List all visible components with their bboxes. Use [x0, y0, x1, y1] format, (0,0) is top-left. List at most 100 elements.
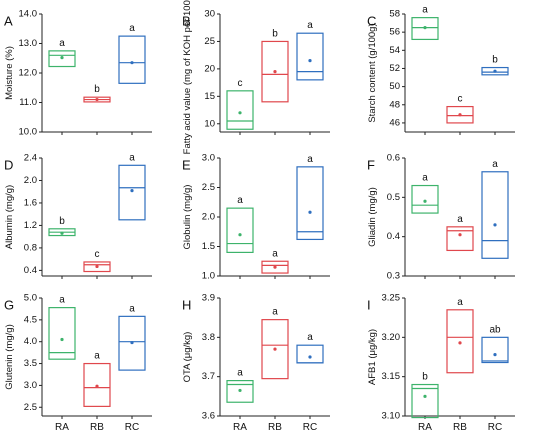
significance-letter: a: [272, 248, 278, 259]
mean-point: [423, 199, 427, 203]
mean-point: [60, 337, 64, 342]
y-tick-label: 3.9: [202, 293, 215, 304]
y-tick-label: 10.0: [19, 127, 38, 138]
y-tick-label: 30: [204, 9, 215, 20]
y-tick-label: 54: [389, 45, 400, 56]
y-tick-label: 2.5: [24, 402, 37, 413]
box-rb: [261, 40, 289, 103]
x-category-label: RC: [488, 422, 502, 433]
box-rc: [296, 32, 324, 81]
significance-letter: a: [307, 332, 313, 343]
box-rb: [83, 261, 111, 273]
panel-letter: F: [367, 158, 375, 173]
x-category-label: RA: [55, 422, 69, 433]
panel-a: A 10.0 11.0 12.0 13.0 14.0 Moisture (%) a b a: [4, 9, 152, 138]
box-rc: [481, 171, 509, 259]
panel-letter: B: [182, 14, 191, 29]
panel-letter: C: [367, 14, 376, 29]
y-tick-label: 3.0: [24, 380, 37, 391]
significance-letter: b: [59, 216, 65, 227]
y-tick-label: 0.4: [24, 265, 37, 276]
mean-point: [423, 394, 427, 398]
significance-letter: a: [307, 20, 313, 31]
significance-letter: c: [95, 249, 100, 260]
box-ra: [226, 207, 254, 253]
panel-c: C 46 48 50 52 54 56 58 Starch content (g/100g) a c…: [367, 5, 515, 135]
mean-point: [458, 233, 462, 237]
y-tick-label: 3.15: [382, 371, 401, 382]
y-tick-label: 0.4: [387, 231, 400, 242]
box-rb: [446, 309, 474, 374]
y-tick-label: 2.4: [24, 153, 37, 164]
significance-letter: a: [422, 173, 428, 184]
y-axis-label: Albumin (mg/g): [4, 185, 15, 249]
box-ra: [48, 50, 76, 68]
mean-point: [273, 70, 277, 74]
significance-letter: a: [457, 214, 463, 225]
box-rc: [118, 315, 146, 371]
x-category-label: RB: [453, 422, 467, 433]
mean-point: [458, 113, 462, 117]
y-tick-label: 46: [389, 117, 400, 128]
mean-point: [130, 340, 134, 345]
y-tick-label: 1.0: [202, 271, 215, 282]
y-tick-label: 0.6: [387, 153, 400, 164]
panel-b: B 10 15 20 25 30 Fatty acid value (mg of KOH p…: [182, 0, 330, 154]
box-rb: [261, 319, 289, 380]
box-rc: [481, 336, 509, 364]
panel-letter: I: [367, 298, 371, 313]
box-rc: [296, 166, 324, 241]
significance-letter: a: [272, 307, 278, 318]
mean-point: [458, 341, 462, 345]
y-tick-label: 1.2: [24, 220, 37, 231]
y-tick-label: 50: [389, 81, 400, 92]
y-tick-label: 3.5: [24, 358, 37, 369]
significance-letter: ab: [489, 324, 501, 335]
panel-letter: E: [182, 158, 191, 173]
panel-letter: G: [4, 298, 14, 313]
panel-f: F 0.3 0.4 0.5 0.6 Gliadin (mg/g) a a a: [367, 153, 515, 282]
y-tick-label: 58: [389, 9, 400, 20]
box-rc: [296, 344, 324, 364]
significance-letter: a: [237, 195, 243, 206]
y-tick-label: 3.25: [382, 293, 401, 304]
box-ra: [226, 90, 254, 130]
y-axis-label: Gliadin (mg/g): [367, 187, 378, 247]
y-tick-label: 3.10: [382, 411, 401, 422]
y-tick-label: 13.0: [19, 38, 38, 49]
significance-letter: a: [129, 303, 135, 314]
mean-point: [238, 388, 242, 393]
x-category-label: RC: [125, 422, 139, 433]
mean-point: [273, 265, 277, 269]
y-tick-label: 2.0: [24, 175, 37, 186]
y-tick-label: 10: [204, 118, 215, 129]
significance-letter: a: [457, 297, 463, 308]
panel-letter: A: [4, 14, 13, 29]
significance-letter: b: [492, 55, 498, 66]
y-tick-label: 11.0: [19, 97, 37, 108]
y-tick-label: 56: [389, 27, 400, 38]
mean-point: [308, 59, 312, 63]
box-ra: [411, 184, 439, 214]
mean-point: [493, 223, 497, 227]
mean-point: [238, 233, 242, 237]
panel-e: E 1.0 1.5 2.0 2.5 3.0 Globulin (mg/g) a a a: [182, 153, 330, 282]
significance-letter: a: [307, 154, 313, 165]
significance-letter: c: [458, 94, 463, 105]
significance-letter: a: [59, 295, 65, 306]
y-tick-label: 3.8: [202, 332, 215, 343]
y-tick-label: 12.0: [19, 68, 38, 79]
y-tick-label: 3.0: [202, 153, 215, 164]
mean-point: [493, 69, 497, 73]
x-category-label: RB: [90, 422, 104, 433]
y-tick-label: 0.3: [387, 271, 400, 282]
mean-point: [60, 56, 64, 60]
panel-h: H 3.6 3.7 3.8 3.9 OTA (μg/kg) RA RB RC a a a: [182, 293, 330, 433]
significance-letter: b: [272, 28, 278, 39]
x-category-label: RA: [418, 422, 432, 433]
y-axis-label: Moisture (%): [4, 46, 15, 100]
y-tick-label: 3.20: [382, 332, 401, 343]
panel-i: I 3.10 3.15 3.20 3.25 AFB1 (μg/kg) RA RB RC b a ab: [367, 293, 515, 433]
y-tick-label: 1.5: [202, 241, 215, 252]
